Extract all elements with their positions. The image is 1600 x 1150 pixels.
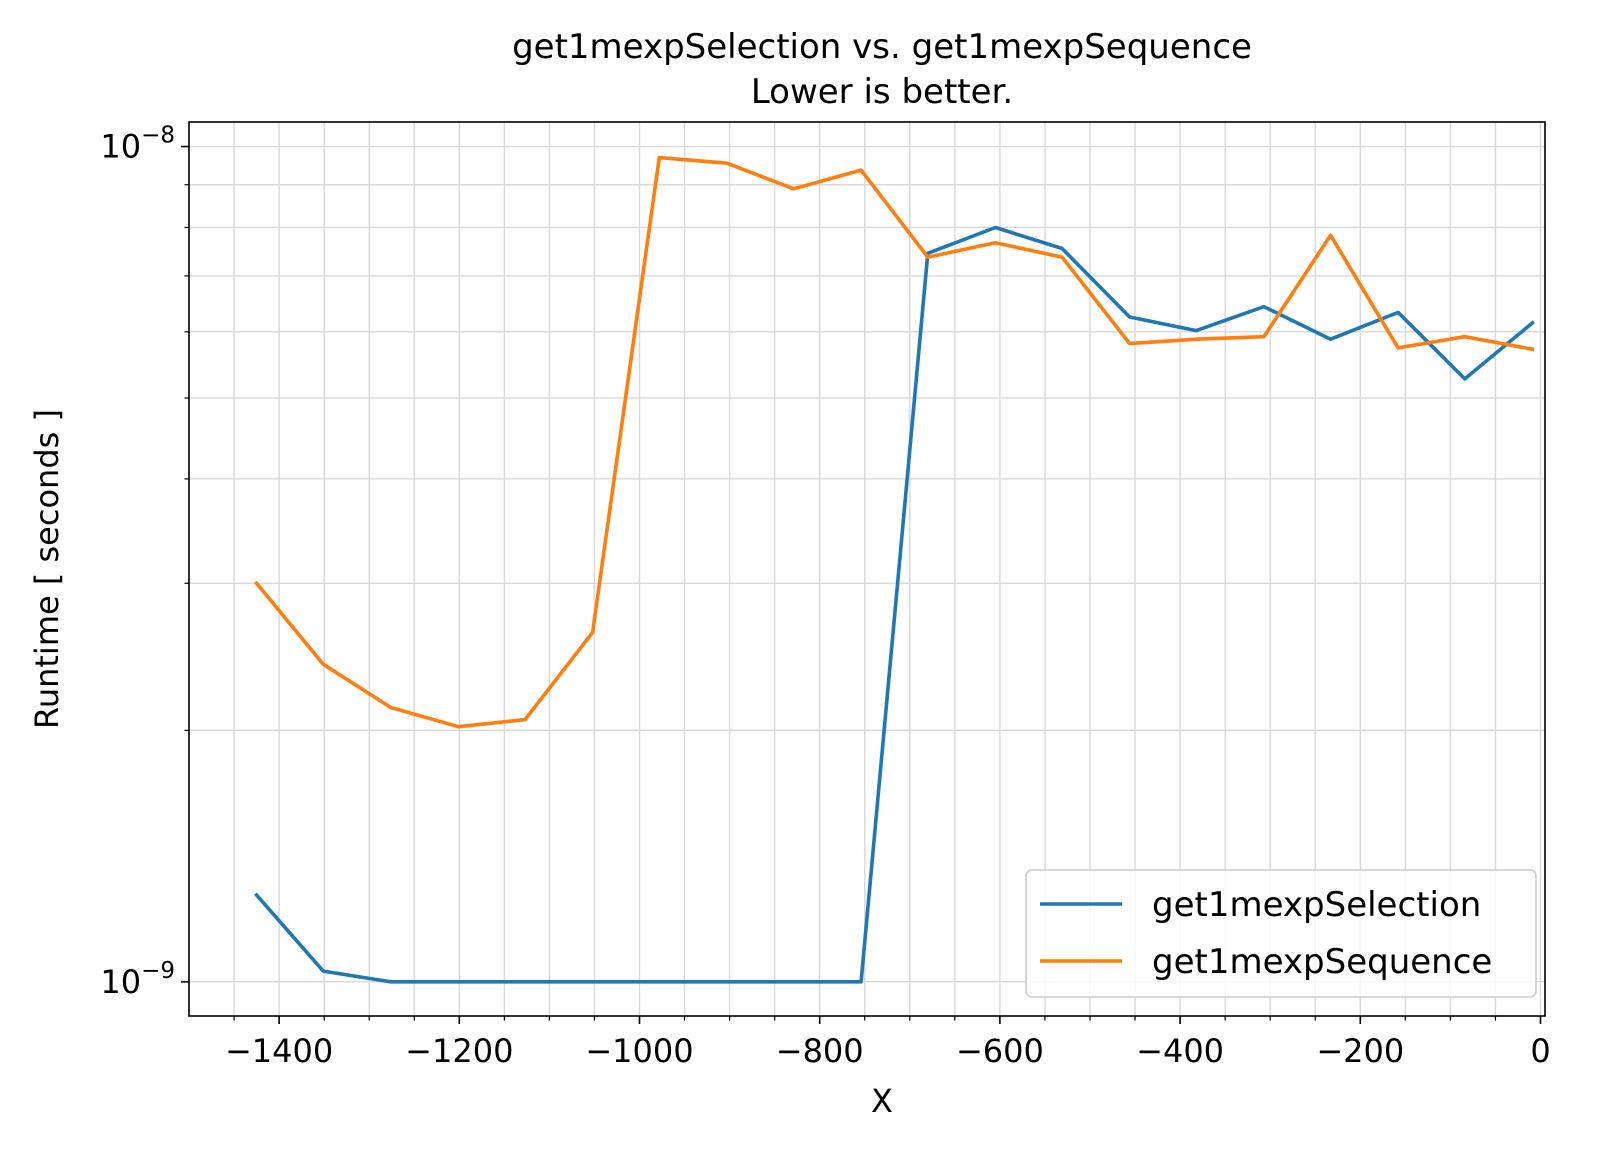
legend: get1mexpSelection get1mexpSequence — [1025, 869, 1537, 998]
series-line-get1mexpSelection — [254, 225, 1535, 984]
y-axis-label: Runtime [ seconds ] — [28, 409, 66, 729]
axis-ticks: −1400 −1200 −1000 −800 −600 −400 −200 0 10−9 10−8 — [100, 123, 1550, 1070]
x-tick-label: −1400 — [225, 1032, 333, 1070]
x-tick-label: 0 — [1530, 1032, 1550, 1070]
series-lines — [254, 155, 1535, 984]
plot-area — [189, 122, 1545, 1016]
x-tick-label: −200 — [1316, 1032, 1404, 1070]
x-axis-label: X — [871, 1082, 893, 1120]
legend-label: get1mexpSequence — [1152, 942, 1492, 982]
legend-label: get1mexpSelection — [1152, 885, 1481, 925]
y-tick-label: 10−8 — [100, 123, 175, 166]
x-tick-label: −1200 — [405, 1032, 513, 1070]
x-tick-label: −1000 — [585, 1032, 693, 1070]
legend-box — [1025, 869, 1537, 998]
series-line-get1mexpSequence — [254, 155, 1535, 729]
x-tick-label: −400 — [1136, 1032, 1224, 1070]
chart-title: get1mexpSelection vs. get1mexpSequence — [512, 27, 1252, 67]
plot-frame — [188, 121, 1546, 1017]
grid — [189, 122, 1545, 1016]
x-tick-label: −600 — [956, 1032, 1044, 1070]
y-tick-label: 10−9 — [100, 958, 175, 1001]
x-tick-label: −800 — [776, 1032, 864, 1070]
chart-subtitle: Lower is better. — [751, 72, 1013, 112]
